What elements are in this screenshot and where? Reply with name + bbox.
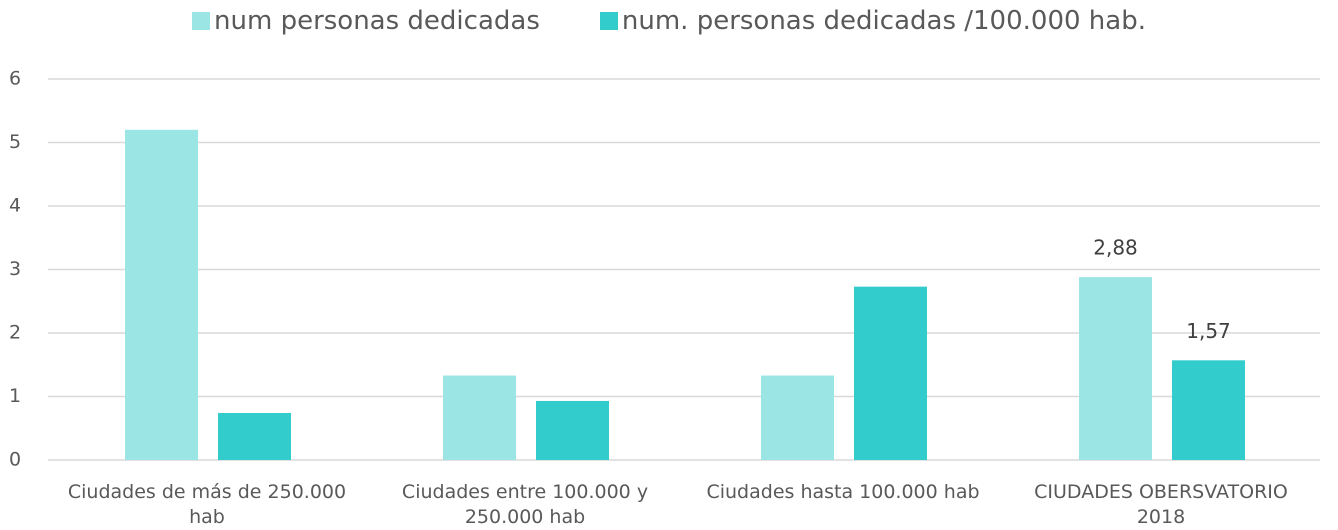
legend-label: num. personas dedicadas /100.000 hab. — [621, 6, 1146, 36]
y-tick-label: 1 — [9, 385, 21, 407]
bar — [536, 400, 609, 460]
x-tick-label: Ciudades entre 100.000 y 250.000 hab — [401, 481, 649, 528]
bar — [854, 286, 927, 460]
data-label: 1,57 — [1186, 319, 1231, 343]
bar — [443, 375, 516, 460]
bar — [1079, 277, 1152, 460]
y-tick-label: 4 — [9, 195, 21, 217]
legend-label: num personas dedicadas — [214, 6, 540, 36]
legend-item: num. personas dedicadas /100.000 hab. — [599, 6, 1146, 36]
bar — [218, 413, 291, 460]
y-tick-label: 6 — [9, 68, 21, 90]
bar — [761, 375, 834, 460]
y-tick-label: 2 — [9, 322, 21, 344]
x-tick-label: Ciudades de más de 250.000 hab — [67, 481, 347, 528]
bar — [1172, 360, 1245, 460]
bar — [125, 129, 198, 461]
data-label: 2,88 — [1093, 236, 1138, 260]
x-tick-label: CIUDADES OBERSVATORIO 2018 — [1034, 481, 1288, 528]
y-tick-label: 0 — [9, 449, 21, 471]
legend-swatch — [192, 12, 211, 30]
legend-item: num personas dedicadas — [192, 6, 540, 36]
x-tick-label: Ciudades hasta 100.000 hab — [706, 481, 980, 503]
legend: num personas dedicadas num. personas dedi… — [0, 6, 1338, 36]
y-tick-label: 5 — [9, 131, 21, 153]
y-tick-label: 3 — [9, 258, 21, 280]
legend-swatch — [599, 12, 618, 30]
